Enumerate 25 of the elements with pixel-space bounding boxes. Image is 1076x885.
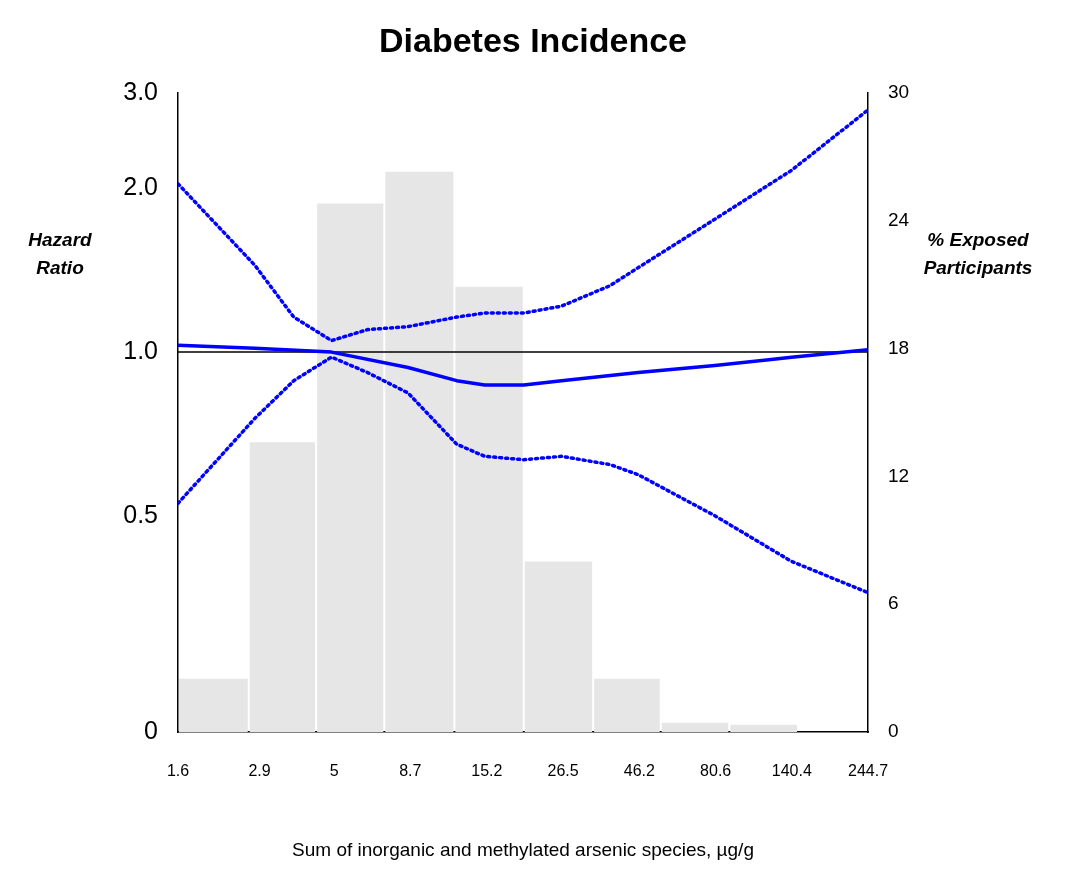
x-tick-label: 2.9	[248, 762, 271, 780]
x-tick-label: 1.6	[166, 762, 190, 780]
x-tick-label: 140.4	[771, 762, 812, 780]
y-tick-label: 0	[144, 715, 158, 744]
x-tick-label: 15.2	[471, 762, 503, 780]
y-tick-label: 0.5	[123, 499, 158, 528]
y2-tick-label: 24	[888, 208, 910, 230]
y2-tick-label: 12	[888, 464, 910, 486]
y2-tick-label: 6	[888, 592, 899, 614]
y-tick-label: 2.0	[123, 172, 158, 201]
y2-tick-label: 30	[888, 81, 910, 103]
y-tick-label: 3.0	[123, 76, 158, 105]
chart-title: Diabetes Incidence	[378, 20, 688, 59]
y2-tick-label: 0	[888, 720, 899, 742]
x-tick-label: 244.7	[847, 762, 889, 780]
x-tick-label: 5	[329, 762, 339, 780]
x-axis-title: Sum of inorganic and methylated arsenic species, µg/g	[292, 838, 754, 860]
x-tick-label: 46.2	[623, 762, 655, 780]
y-axis-title: Hazard Ratio	[28, 229, 93, 279]
y2-axis-title: % Exposed Participants	[923, 229, 1033, 279]
x-tick-label: 80.6	[700, 762, 732, 780]
x-tick-label: 26.5	[547, 762, 579, 780]
y2-tick-label: 18	[888, 336, 910, 358]
y-tick-label: 1.0	[123, 336, 158, 364]
x-tick-label: 8.7	[399, 762, 422, 780]
